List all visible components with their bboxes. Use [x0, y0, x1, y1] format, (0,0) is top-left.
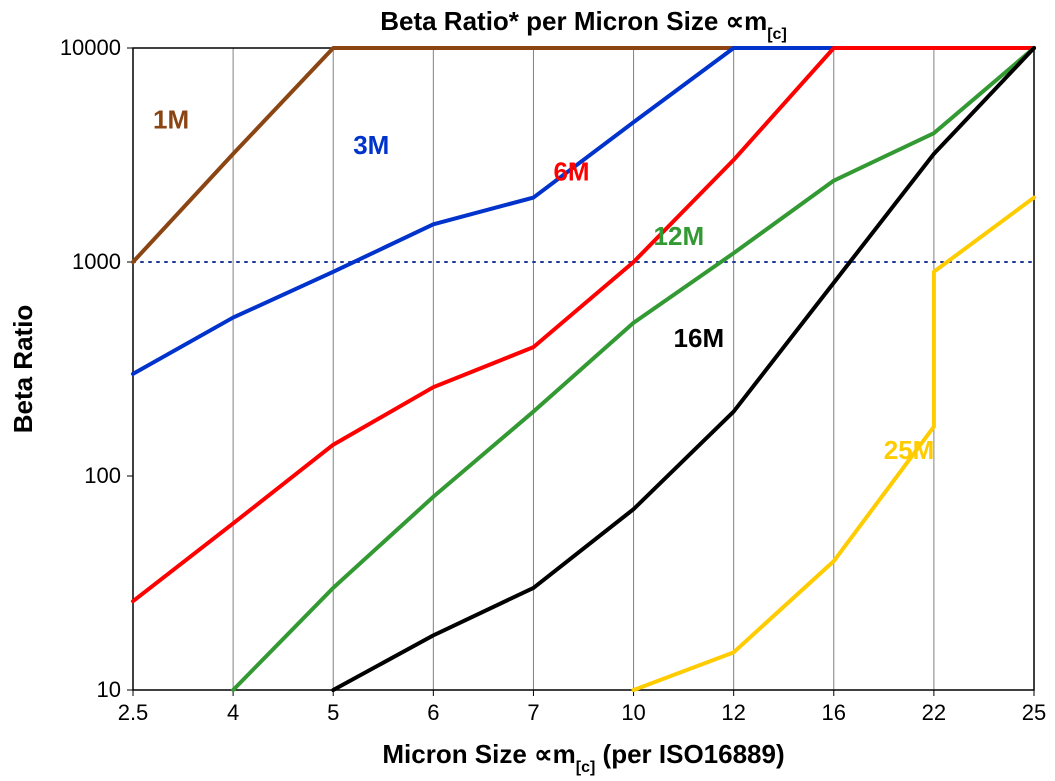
y-tick-label: 10000 [60, 35, 121, 60]
x-tick-label: 22 [922, 700, 946, 725]
series-label-16M: 16M [674, 323, 725, 353]
series-label-3M: 3M [353, 130, 389, 160]
x-tick-label: 6 [427, 700, 439, 725]
series-label-25M: 25M [884, 435, 935, 465]
series-label-1M: 1M [153, 105, 189, 135]
x-tick-label: 25 [1022, 700, 1046, 725]
beta-ratio-chart: 10 100 1000 10000 2.5 4 5 6 7 10 12 16 22 25 1M 3M 6M 12M… [0, 0, 1055, 781]
x-tick-label: 7 [527, 700, 539, 725]
y-tick-label: 100 [84, 463, 121, 488]
chart-container: 10 100 1000 10000 2.5 4 5 6 7 10 12 16 22 25 1M 3M 6M 12M… [0, 0, 1055, 781]
series-label-6M: 6M [553, 157, 589, 187]
series-label-12M: 12M [654, 221, 705, 251]
x-tick-label: 4 [227, 700, 239, 725]
x-tick-label: 12 [721, 700, 745, 725]
y-tick-label: 10 [97, 677, 121, 702]
x-tick-label: 2.5 [118, 700, 149, 725]
x-tick-label: 10 [621, 700, 645, 725]
x-tick-label: 5 [327, 700, 339, 725]
y-tick-label: 1000 [72, 249, 121, 274]
y-axis-label: Beta Ratio [8, 305, 38, 434]
x-tick-label: 16 [822, 700, 846, 725]
